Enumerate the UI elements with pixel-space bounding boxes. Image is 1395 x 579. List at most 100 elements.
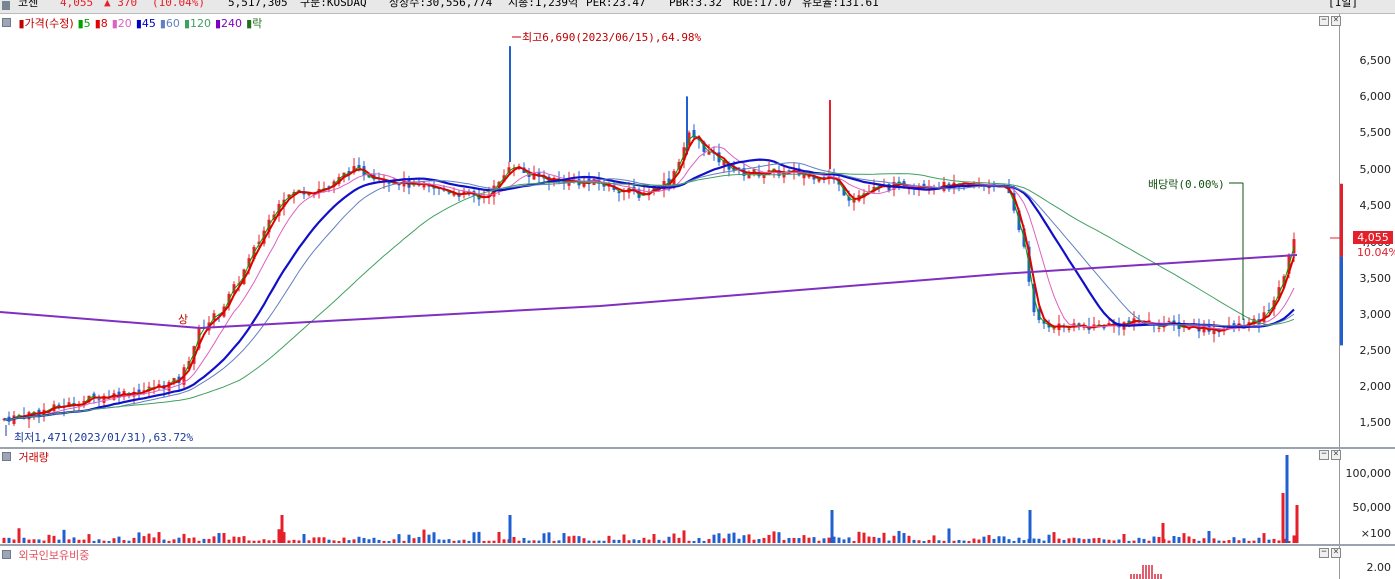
- volume-bar: [482, 540, 486, 543]
- minimize-icon[interactable]: −: [1319, 16, 1329, 26]
- legend-toggle-icon[interactable]: [2, 452, 11, 461]
- legend-item-0[interactable]: ▮가격(수정): [18, 17, 74, 30]
- minimize-icon[interactable]: −: [1319, 548, 1329, 558]
- close-icon[interactable]: ×: [1331, 16, 1341, 26]
- volume-bar: [1067, 538, 1071, 543]
- legend-item-7[interactable]: ▮240: [215, 17, 243, 30]
- volume-bar: [1267, 539, 1271, 543]
- volume-bar: [117, 536, 121, 543]
- volume-bar: [912, 539, 916, 543]
- volume-bar: [952, 540, 956, 543]
- candle-body: [1252, 318, 1256, 324]
- volume-bar: [272, 540, 276, 543]
- candle-body: [747, 174, 751, 179]
- price-pane[interactable]: [0, 14, 1340, 447]
- foreign-bar: [1139, 574, 1141, 579]
- volume-bar: [1292, 535, 1296, 543]
- period-button[interactable]: [1일]: [1328, 0, 1358, 9]
- foreign-bar: [1160, 574, 1162, 579]
- legend-item-6[interactable]: ▮120: [183, 17, 211, 30]
- legend-item-3[interactable]: ▮20: [111, 17, 132, 30]
- volume-bar: [642, 537, 646, 543]
- volume-bar: [647, 539, 651, 543]
- volume-bar: [607, 535, 611, 543]
- volume-bar: [237, 537, 241, 543]
- volume-bar: [602, 540, 606, 543]
- volume-bar: [857, 531, 861, 543]
- ma-45-line: [3, 158, 1295, 422]
- candle-body: [752, 169, 756, 173]
- legend-item-2[interactable]: ▮8: [94, 17, 108, 30]
- volume-bar: [1157, 536, 1161, 543]
- volume-bar: [227, 539, 231, 543]
- y-tick: ×100: [1360, 527, 1391, 540]
- candle-body: [117, 391, 121, 398]
- legend-item-8[interactable]: ▮락: [246, 17, 263, 30]
- volume-bar: [862, 532, 866, 543]
- volume-bar: [447, 539, 451, 543]
- volume-bar: [1197, 540, 1201, 543]
- candle-body: [102, 395, 106, 403]
- volume-bar: [522, 537, 526, 543]
- volume-bar: [52, 535, 56, 543]
- volume-bar: [267, 540, 271, 543]
- legend-item-5[interactable]: ▮60: [159, 17, 180, 30]
- candle-body: [762, 174, 766, 179]
- volume-bar: [442, 539, 446, 543]
- volume-bar: [567, 536, 571, 543]
- volume-bar: [542, 533, 546, 543]
- volume-bar: [807, 537, 811, 543]
- candle-body: [142, 390, 146, 392]
- volume-bar: [72, 537, 76, 543]
- volume-bar: [872, 536, 876, 543]
- volume-bar: [172, 539, 176, 543]
- volume-bar: [632, 539, 636, 543]
- high-annotation: 최고6,690(2023/06/15),64.98%: [522, 31, 702, 44]
- volume-bar: [677, 537, 681, 543]
- volume-bar: [867, 536, 871, 543]
- volume-bar: [557, 540, 561, 543]
- volume-bar: [377, 539, 381, 543]
- stock-info-bar: 코센 4,055 ▲ 370 (10.04%) 5,517,305 구분:KOS…: [0, 0, 1395, 14]
- volume-bar: [882, 532, 886, 543]
- volume-bar: [1277, 540, 1281, 543]
- close-icon[interactable]: ×: [1331, 548, 1341, 558]
- volume-bar: [1177, 537, 1181, 543]
- volume-bar: [17, 528, 21, 543]
- volume-bar: [102, 540, 106, 543]
- volume-bar: [842, 539, 846, 543]
- volume-bar: [87, 534, 91, 543]
- volume-bar: [987, 535, 991, 543]
- candle-body: [192, 346, 196, 364]
- price-change: ▲ 370: [104, 0, 138, 9]
- volume-bar: [467, 540, 471, 543]
- legend-item-4[interactable]: ▮45: [135, 17, 156, 30]
- ma-240-line: [0, 254, 1298, 330]
- candle-body: [922, 183, 926, 188]
- volume-bar: [222, 533, 226, 543]
- volume-bar: [82, 539, 86, 543]
- legend-toggle-icon[interactable]: [2, 18, 11, 27]
- volume-bar: [1227, 540, 1231, 543]
- volume-bar: [652, 534, 656, 543]
- volume-bar: [537, 540, 541, 543]
- minimize-icon[interactable]: −: [1319, 450, 1329, 460]
- candle-body: [652, 186, 656, 190]
- foreign-title: 외국인보유비중: [18, 549, 90, 562]
- volume-bar: [777, 532, 781, 543]
- volume-bar: [737, 538, 741, 543]
- candle-body: [352, 166, 356, 173]
- foreign-y-axis: 2.00: [1340, 546, 1395, 579]
- legend-toggle-icon[interactable]: [2, 550, 11, 559]
- volume-pane[interactable]: [0, 449, 1340, 544]
- foreign-ownership-pane[interactable]: [0, 546, 1340, 579]
- volume-bar: [967, 540, 971, 543]
- legend-item-1[interactable]: ▮5: [77, 17, 91, 30]
- close-icon[interactable]: ×: [1331, 450, 1341, 460]
- ma-20-line: [3, 146, 1295, 421]
- candle-body: [852, 200, 856, 203]
- volume-bar: [342, 537, 346, 543]
- volume-bar: [722, 538, 726, 543]
- low-annotation: 최저1,471(2023/01/31),63.72%: [14, 431, 194, 444]
- volume-bar: [487, 540, 491, 543]
